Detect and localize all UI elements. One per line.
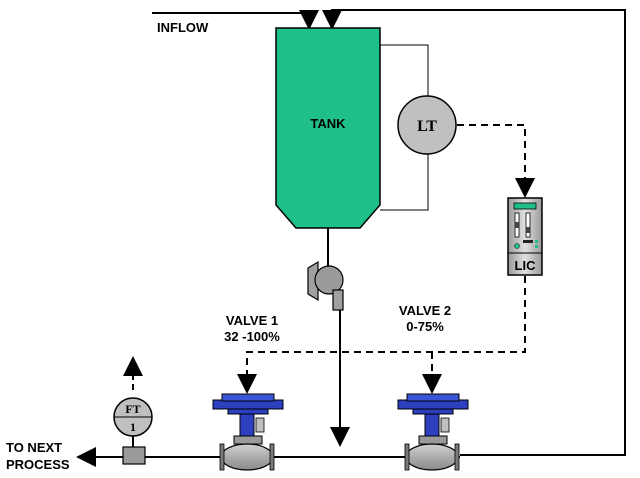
tank-outlet-line bbox=[327, 228, 350, 447]
lt-label: LT bbox=[417, 118, 437, 135]
tank-body bbox=[275, 27, 381, 229]
valve-2-name: VALVE 2 bbox=[399, 303, 451, 318]
valve-1[interactable] bbox=[212, 393, 284, 471]
lic-to-valves-signal bbox=[237, 276, 526, 394]
valve-2[interactable] bbox=[397, 393, 469, 471]
pump bbox=[307, 260, 344, 311]
level-controller[interactable]: LIC bbox=[507, 197, 543, 276]
outlet-label-line2: PROCESS bbox=[6, 457, 70, 472]
lic-label: LIC bbox=[515, 258, 537, 273]
ft-tag-top: FT bbox=[125, 402, 140, 416]
lt-circle bbox=[397, 95, 457, 155]
tank-label: TANK bbox=[310, 116, 346, 131]
tank: TANK bbox=[275, 27, 381, 229]
lt-taps bbox=[380, 44, 429, 211]
flow-element bbox=[122, 446, 146, 465]
valve-1-name: VALVE 1 bbox=[226, 313, 278, 328]
inflow-line bbox=[152, 10, 319, 30]
flow-transmitter[interactable]: FT 1 bbox=[113, 356, 153, 465]
lic-body bbox=[507, 197, 543, 276]
outlet-label-line1: TO NEXT bbox=[6, 440, 62, 455]
valve-2-range: 0-75% bbox=[406, 319, 444, 334]
level-transmitter[interactable]: LT bbox=[397, 95, 457, 155]
valve-1-range: 32 -100% bbox=[224, 329, 280, 344]
inflow-label: INFLOW bbox=[157, 20, 209, 35]
lt-to-lic-signal bbox=[457, 124, 535, 198]
ft-tag-bottom: 1 bbox=[130, 420, 136, 434]
recycle-line bbox=[322, 9, 626, 456]
lic-display bbox=[513, 202, 537, 210]
